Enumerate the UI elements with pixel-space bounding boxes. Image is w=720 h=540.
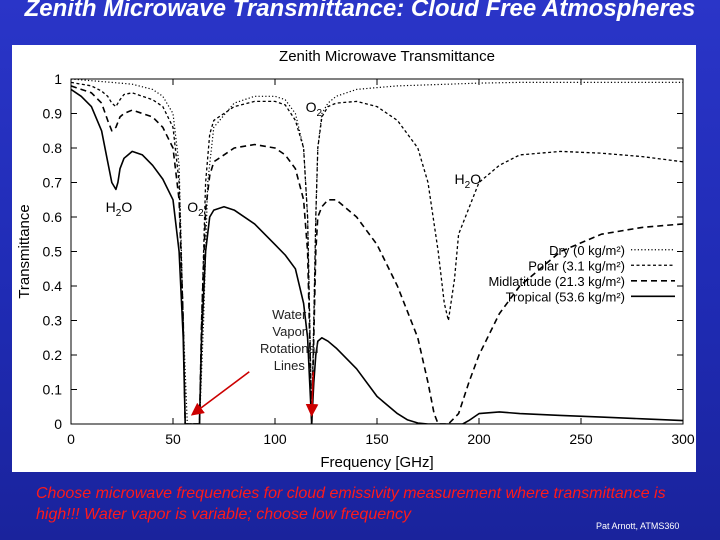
y-tick-label: 0.2	[43, 347, 63, 363]
legend-label: Tropical (53.6 kg/m²)	[506, 289, 625, 304]
x-tick-label: 50	[165, 431, 181, 447]
series-line-3	[71, 88, 683, 424]
y-tick-label: 0.4	[43, 278, 63, 294]
x-tick-label: 100	[263, 431, 287, 447]
series-line-2	[71, 85, 683, 424]
series-line-0	[71, 79, 683, 424]
chart-panel: Zenith Microwave Transmittance 0 50 100 150 2…	[12, 45, 696, 472]
arrow-note-line: Vapor	[272, 324, 306, 339]
x-tick-label: 300	[671, 431, 695, 447]
species-annotation: H2O	[455, 171, 482, 191]
annotation-arrow	[305, 371, 319, 417]
y-tick-label: 0.8	[43, 140, 63, 156]
chart-title: Zenith Microwave Transmittance	[279, 48, 495, 65]
y-tick-label: 0.6	[43, 209, 63, 225]
slide-caption: Choose microwave frequencies for cloud e…	[36, 485, 666, 523]
y-tick-label: 0.5	[43, 244, 63, 260]
species-annotation: O2	[306, 99, 323, 119]
y-tick-label: 0.9	[43, 106, 63, 122]
annotation-arrow	[190, 371, 250, 416]
y-tick-label: 1	[54, 71, 62, 87]
legend-label: Dry (0 kg/m²)	[549, 243, 625, 258]
species-annotation: H2O	[106, 199, 133, 219]
x-tick-label: 0	[67, 431, 75, 447]
series-line-1	[71, 81, 683, 424]
slide-title: Zenith Microwave Transmittance: Cloud Fr…	[24, 0, 696, 22]
legend-label: Polar (3.1 kg/m²)	[528, 258, 625, 273]
legend-label: Midlatitude (21.3 kg/m²)	[488, 274, 625, 289]
arrow-note-line: Rotational	[260, 341, 319, 356]
x-axis-label: Frequency [GHz]	[320, 454, 433, 471]
y-tick-label: 0	[54, 416, 62, 432]
y-tick-label: 0.3	[43, 313, 63, 329]
x-tick-label: 200	[467, 431, 491, 447]
x-tick-label: 250	[569, 431, 593, 447]
x-tick-label: 150	[365, 431, 389, 447]
y-tick-label: 0.7	[43, 175, 63, 191]
y-axis-label: Transmittance	[16, 204, 33, 298]
arrow-note-line: Water	[272, 307, 307, 322]
y-tick-label: 0.1	[43, 382, 63, 398]
arrow-note-line: Lines	[274, 358, 306, 373]
transmittance-chart: Zenith Microwave Transmittance 0 50 100 150 2…	[16, 48, 695, 471]
species-annotation: O2	[187, 199, 204, 219]
slide-credit: Pat Arnott, ATMS360	[596, 521, 680, 531]
